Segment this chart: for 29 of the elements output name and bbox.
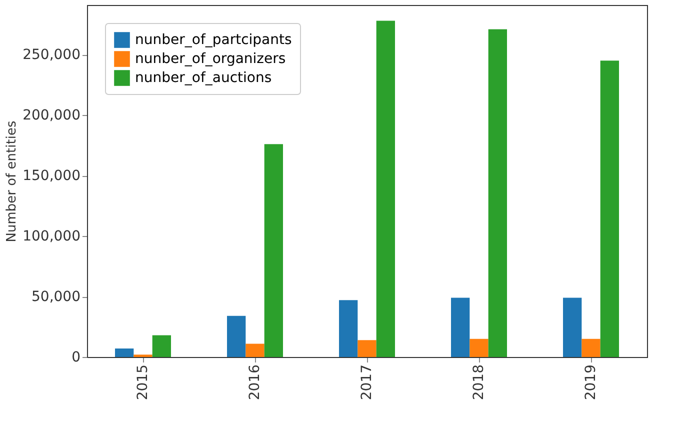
bar <box>376 20 395 357</box>
y-tick-label: 250,000 <box>22 47 80 64</box>
bar <box>152 335 171 357</box>
bar <box>358 340 376 357</box>
bar <box>488 29 507 357</box>
y-tick-label: 150,000 <box>22 168 80 184</box>
x-tick-label: 2016 <box>247 364 263 400</box>
bar <box>227 316 246 357</box>
y-tick-label: 200,000 <box>22 108 80 124</box>
bar <box>264 144 283 357</box>
x-tick-label: 2018 <box>471 364 487 400</box>
bar <box>563 298 582 357</box>
x-tick-label: 2017 <box>359 364 375 400</box>
x-tick-label: 2015 <box>135 364 151 400</box>
bar <box>115 348 134 357</box>
legend-label: nunber_of_partcipants <box>135 32 292 48</box>
bar <box>470 338 488 357</box>
bar <box>600 60 619 357</box>
legend-label: nunber_of_auctions <box>135 70 272 86</box>
x-tick-label: 2019 <box>583 364 599 400</box>
bar <box>451 298 470 357</box>
bar <box>246 344 264 357</box>
bar <box>582 338 600 357</box>
bar <box>339 300 358 357</box>
y-axis-title: Number of entities <box>4 120 20 242</box>
y-tick-label: 0 <box>72 350 80 366</box>
y-tick-label: 100,000 <box>22 228 80 245</box>
y-tick-label: 50,000 <box>32 289 80 306</box>
legend-label: nunber_of_organizers <box>135 51 286 67</box>
